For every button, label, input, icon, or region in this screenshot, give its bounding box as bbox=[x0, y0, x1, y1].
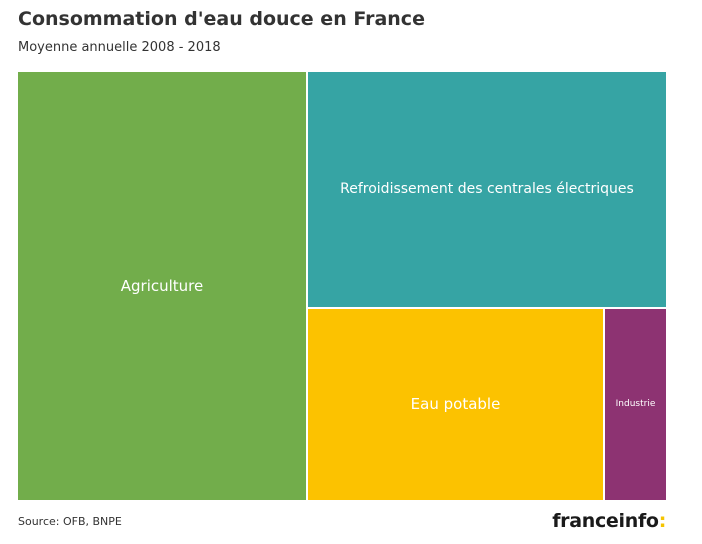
treemap-label-refroidissement-des-centrales-electriques: Refroidissement des centrales électrique… bbox=[340, 181, 634, 198]
treemap-tile-refroidissement-des-centrales-electriques: Refroidissement des centrales électrique… bbox=[308, 72, 666, 307]
treemap-chart: Agriculture Refroidissement des centrales… bbox=[18, 72, 666, 500]
logo-colon: : bbox=[658, 510, 667, 532]
treemap-tile-agriculture: Agriculture bbox=[18, 72, 306, 500]
chart-subtitle: Moyenne annuelle 2008 - 2018 bbox=[18, 40, 221, 55]
treemap-label-eau-potable: Eau potable bbox=[410, 395, 501, 414]
treemap-label-industrie: Industrie bbox=[615, 399, 656, 410]
logo-text: franceinfo bbox=[552, 510, 659, 532]
source-note: Source: OFB, BNPE bbox=[18, 515, 122, 528]
treemap-label-agriculture: Agriculture bbox=[120, 277, 204, 295]
treemap-tile-industrie: Industrie bbox=[605, 308, 666, 500]
treemap-tile-eau-potable: Eau potable bbox=[308, 308, 603, 500]
chart-title: Consommation d'eau douce en France bbox=[18, 8, 425, 30]
franceinfo-logo: franceinfo: bbox=[552, 510, 666, 532]
